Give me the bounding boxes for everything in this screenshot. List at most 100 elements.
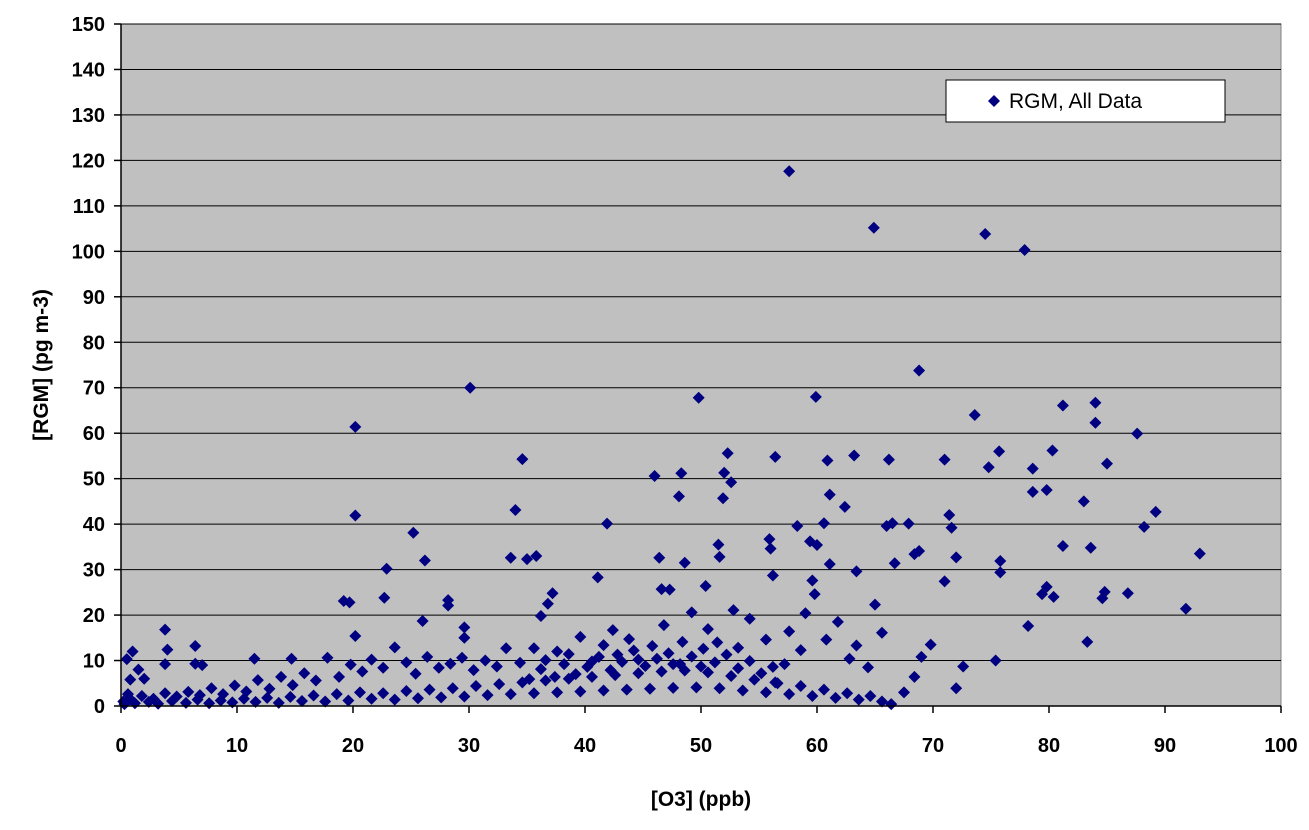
data-point (574, 630, 587, 643)
y-tick-label: 40 (83, 514, 105, 536)
x-tick-label: 0 (115, 735, 126, 757)
plot-area (120, 23, 1282, 707)
data-point (286, 679, 299, 692)
x-tick-label: 10 (226, 735, 248, 757)
data-point (662, 647, 675, 660)
x-tick-label: 80 (1038, 735, 1060, 757)
data-point (843, 652, 856, 665)
y-tick-label: 130 (72, 105, 105, 127)
y-tick-label: 50 (83, 469, 105, 491)
data-point (444, 657, 457, 670)
data-point (1056, 399, 1069, 412)
y-tick-label: 120 (72, 150, 105, 172)
data-point (606, 624, 619, 637)
data-point (898, 686, 910, 699)
data-point (307, 689, 320, 702)
data-point (685, 606, 698, 619)
data-point (237, 692, 250, 705)
x-tick-label: 30 (458, 735, 480, 757)
data-point (319, 695, 332, 708)
data-point (725, 476, 738, 489)
y-tick-label: 60 (83, 423, 105, 445)
data-point (727, 604, 740, 617)
data-point (678, 556, 691, 569)
data-point (721, 447, 734, 460)
data-point (915, 650, 928, 663)
data-point (908, 670, 921, 683)
data-point (142, 695, 155, 708)
data-point (1193, 547, 1206, 560)
data-point (732, 641, 745, 654)
data-point (663, 583, 676, 596)
data-point (764, 542, 777, 555)
data-point (1131, 427, 1144, 440)
data-point (551, 686, 564, 699)
data-point (249, 695, 262, 708)
data-point (446, 682, 459, 695)
data-point (817, 683, 830, 696)
data-point (365, 692, 378, 705)
data-point (653, 551, 666, 564)
data-point (769, 450, 782, 463)
y-axis-title: [RGM] (pg m-3) (30, 289, 53, 441)
data-point (333, 670, 346, 683)
data-point (806, 689, 819, 702)
data-point (820, 633, 833, 646)
data-point (823, 558, 836, 571)
y-tick-label: 20 (83, 605, 105, 627)
data-point (829, 691, 842, 704)
data-point (534, 609, 547, 622)
y-tick-label: 140 (72, 59, 105, 81)
data-point (823, 488, 836, 501)
data-point (701, 623, 714, 636)
data-point (275, 670, 288, 683)
data-point (675, 467, 688, 480)
data-point (674, 658, 687, 671)
data-point (1084, 541, 1097, 554)
data-point (989, 654, 1002, 667)
data-point (692, 391, 705, 404)
data-point (755, 667, 768, 680)
data-point (228, 679, 241, 692)
data-point (695, 660, 707, 673)
data-point (882, 453, 895, 466)
data-point (541, 597, 554, 610)
data-point (285, 652, 298, 665)
data-point (950, 682, 963, 695)
data-point (794, 644, 807, 657)
y-tick-label: 80 (83, 332, 105, 354)
x-tick-label: 70 (922, 735, 944, 757)
data-point (159, 687, 172, 700)
data-point (493, 678, 506, 691)
data-point (356, 665, 369, 678)
data-point (159, 658, 172, 671)
data-point (546, 587, 559, 600)
data-point (365, 653, 378, 666)
data-point (968, 409, 981, 422)
data-point (604, 664, 617, 677)
data-point (597, 684, 610, 697)
data-point (979, 228, 992, 241)
data-point (591, 571, 604, 584)
data-point (766, 660, 779, 673)
axes (114, 23, 1282, 713)
data-point (1026, 485, 1039, 498)
data-point (771, 677, 784, 690)
data-point (400, 656, 413, 669)
data-point (159, 623, 172, 636)
data-point (467, 664, 480, 677)
data-point (196, 659, 209, 672)
x-tick-label: 60 (806, 735, 828, 757)
data-point (1040, 484, 1053, 497)
data-point (852, 693, 865, 706)
data-point (864, 689, 877, 702)
data-point (120, 653, 133, 666)
data-point (639, 659, 652, 672)
data-point (806, 574, 819, 587)
data-point (908, 548, 921, 561)
data-point (886, 517, 899, 530)
data-point (539, 654, 552, 667)
legend-marker-diamond-icon (988, 95, 1000, 107)
data-point (1149, 505, 1162, 518)
